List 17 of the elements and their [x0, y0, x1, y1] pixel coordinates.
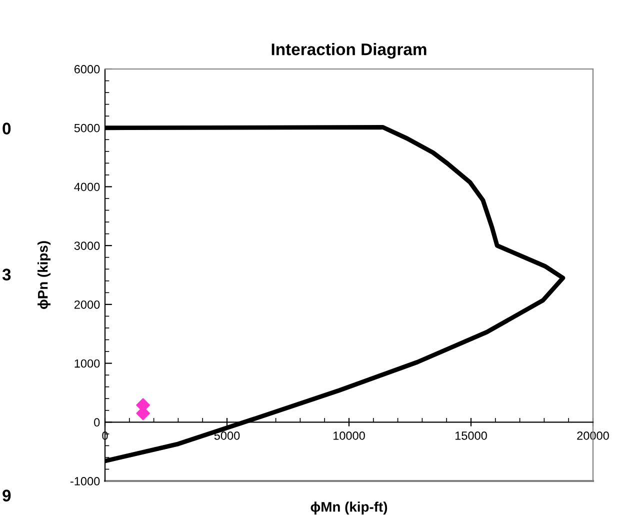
y-tick-label: 1000 — [74, 359, 100, 368]
x-axis-title: ϕMn (kip-ft) — [310, 502, 388, 515]
text: 3 — [2, 268, 11, 280]
x-tick-label: 10000 — [333, 431, 365, 440]
y-tick-label: 4000 — [74, 182, 100, 192]
y-tick-label: 2000 — [74, 300, 100, 309]
x-tick-label: 20000 — [577, 431, 609, 440]
y-tick-label: -1000 — [70, 477, 100, 486]
y-tick-label: 5000 — [74, 124, 100, 132]
text: 0 — [2, 122, 11, 134]
y-axis-title: ϕPn (kips) — [38, 241, 51, 309]
chart-title: Interaction Diagram — [272, 43, 426, 59]
text: 9 — [2, 490, 11, 502]
x-tick-label: 15000 — [455, 431, 487, 440]
y-tick-label: 6000 — [74, 65, 100, 74]
y-tick-label: 3000 — [74, 242, 100, 250]
y-tick-label: 0 — [94, 418, 100, 427]
